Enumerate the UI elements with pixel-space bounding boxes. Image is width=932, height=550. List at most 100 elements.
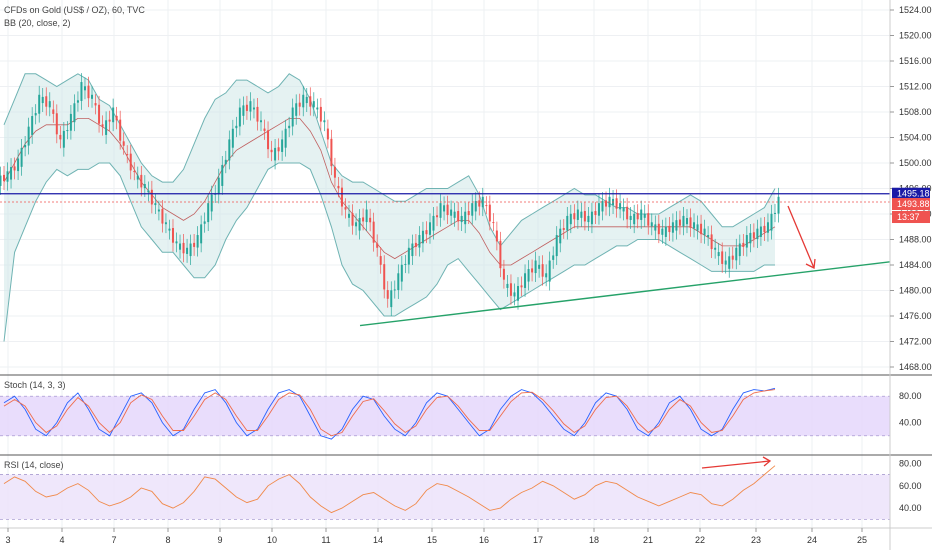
candle-body	[323, 120, 326, 123]
candle-body	[73, 103, 76, 123]
candle-body	[17, 158, 20, 172]
candle-body	[499, 240, 502, 269]
candle-body	[538, 264, 541, 269]
candle-body	[129, 153, 132, 171]
candle-body	[358, 218, 361, 231]
candle-body	[763, 225, 766, 233]
candle-body	[112, 107, 115, 123]
last-price-text: 1493.88	[897, 199, 930, 209]
candle-body	[224, 159, 227, 165]
candle-body	[281, 139, 284, 152]
price-tick-label: 1512.00	[899, 82, 932, 92]
candle-body	[164, 222, 167, 225]
candle-body	[312, 101, 315, 108]
bb-legend[interactable]: BB (20, close, 2)	[4, 18, 71, 28]
candle-body	[94, 103, 97, 106]
bollinger-band-fill	[4, 73, 775, 342]
rsi-line	[3, 465, 776, 514]
candle-body	[98, 104, 101, 124]
candle-body	[330, 138, 333, 167]
stoch-legend[interactable]: Stoch (14, 3, 3)	[4, 380, 66, 390]
stoch-pane	[0, 387, 890, 440]
candle-body	[189, 243, 192, 257]
time-tick-label: 15	[427, 535, 437, 545]
candle-body	[344, 207, 347, 210]
time-axis[interactable]: 3 4 7 8 9 10 11 14 15 16 17 18 21 22 23 24 25	[5, 528, 867, 545]
candle-body	[524, 273, 527, 288]
time-tick-label: 25	[857, 535, 867, 545]
candle-body	[731, 255, 734, 260]
candle-body	[548, 260, 551, 282]
candle-body	[108, 119, 111, 122]
candle-body	[738, 243, 741, 257]
candle-body	[196, 235, 199, 248]
chart-title[interactable]: CFDs on Gold (US$ / OZ), 60, TVC	[4, 5, 145, 15]
candle-body	[80, 82, 83, 101]
candle-body	[133, 171, 136, 173]
candle-body	[714, 247, 717, 250]
rsi-arrow-head-icon	[762, 456, 772, 467]
candle-body	[10, 167, 13, 180]
candle-body	[235, 125, 238, 129]
candle-body	[721, 251, 724, 264]
resistance-price-label: 1495.18	[892, 187, 930, 200]
candle-body	[305, 96, 308, 104]
candle-body	[562, 228, 565, 230]
candle-body	[436, 215, 439, 218]
candle-body	[756, 228, 759, 240]
rsi-tick-label: 80.00	[899, 458, 922, 468]
candle-body	[210, 194, 213, 212]
candle-body	[242, 105, 245, 116]
candle-body	[693, 222, 696, 229]
candle-body	[418, 235, 421, 248]
countdown-text: 13:37	[897, 212, 920, 222]
candle-body	[393, 289, 396, 291]
candle-body	[3, 174, 5, 182]
time-tick-label: 22	[695, 535, 705, 545]
countdown-label-box	[892, 211, 930, 224]
candle-body	[446, 204, 449, 216]
time-tick-label: 9	[217, 535, 222, 545]
candle-body	[464, 211, 467, 225]
time-tick-label: 4	[59, 535, 64, 545]
price-tick-label: 1476.00	[899, 311, 932, 321]
price-axis[interactable]: 1524.00 1520.00 1516.00 1512.00 1508.00 1504.…	[890, 5, 932, 372]
candle-body	[31, 116, 34, 135]
candle-body	[703, 228, 706, 235]
candle-body	[675, 220, 678, 231]
candle-body	[443, 205, 446, 212]
candle-body	[774, 212, 776, 214]
support-trendline[interactable]	[359, 261, 891, 327]
time-tick-label: 14	[373, 535, 383, 545]
candle-body	[400, 264, 403, 282]
time-tick-label: 7	[111, 535, 116, 545]
candle-body	[390, 290, 393, 308]
time-tick-label: 16	[479, 535, 489, 545]
rsi-axis[interactable]: 80.00 60.00 40.00	[899, 458, 922, 513]
candle-body	[749, 232, 752, 244]
candle-body	[520, 285, 523, 288]
candle-body	[379, 256, 382, 265]
price-tick-label: 1500.00	[899, 158, 932, 168]
candle-body	[260, 120, 262, 123]
rsi-legend[interactable]: RSI (14, close)	[4, 460, 64, 470]
candle-body	[76, 100, 79, 103]
candle-body	[355, 222, 358, 227]
stoch-axis[interactable]: 80.00 40.00	[899, 391, 922, 427]
rsi-tick-label: 60.00	[899, 481, 922, 491]
price-tick-label: 1468.00	[899, 362, 932, 372]
candle-body	[143, 184, 146, 189]
resistance-price-label-box	[892, 187, 930, 200]
candle-body	[0, 175, 2, 186]
candle-body	[333, 166, 336, 178]
candle-body	[777, 196, 780, 214]
candle-body	[527, 269, 530, 282]
candle-body	[115, 115, 118, 121]
candle-body	[555, 235, 558, 257]
candle-body	[583, 211, 586, 222]
candle-body	[573, 213, 576, 220]
candle-body	[587, 215, 590, 223]
candle-body	[217, 177, 220, 195]
candle-body	[534, 260, 537, 274]
candle-body	[136, 175, 139, 180]
